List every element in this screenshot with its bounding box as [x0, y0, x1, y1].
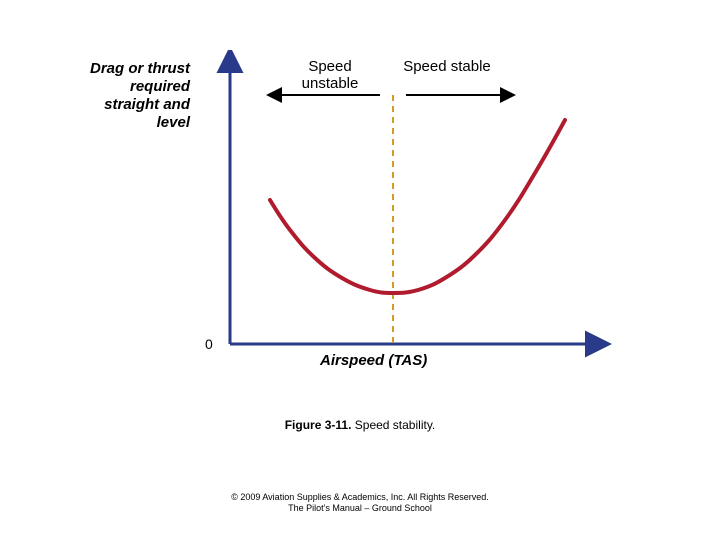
copyright-line2: The Pilot's Manual – Ground School — [0, 503, 720, 514]
figure-area: Drag or thrust required straight and lev… — [80, 50, 640, 410]
figure-number: Figure 3-11. — [285, 418, 352, 432]
y-axis-label: Drag or thrust required straight and lev… — [80, 60, 190, 132]
region-label-unstable: Speed unstable — [280, 58, 380, 93]
drag-curve — [270, 120, 565, 293]
figure-title: Speed stability. — [355, 418, 436, 432]
region-label-stable: Speed stable — [402, 58, 492, 75]
figure-caption: Figure 3-11. Speed stability. — [0, 418, 720, 432]
x-axis-label: Airspeed (TAS) — [320, 352, 427, 369]
copyright: © 2009 Aviation Supplies & Academics, In… — [0, 492, 720, 514]
copyright-line1: © 2009 Aviation Supplies & Academics, In… — [0, 492, 720, 503]
origin-label: 0 — [205, 336, 213, 352]
